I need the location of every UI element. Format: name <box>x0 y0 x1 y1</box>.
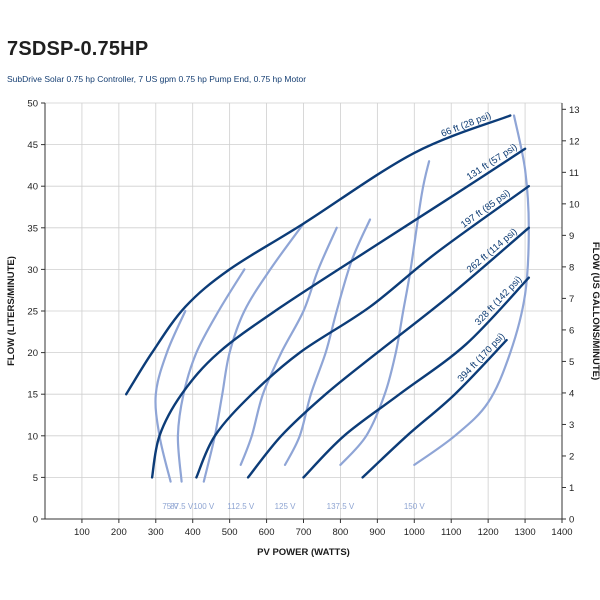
head-curve <box>361 338 508 479</box>
head-curve <box>125 114 512 396</box>
y2-tick-label: 2 <box>569 451 574 462</box>
voltage-label: 125 V <box>275 502 297 511</box>
x-tick-label: 900 <box>369 527 385 538</box>
y2-tick-label: 8 <box>569 262 574 273</box>
voltage-curve <box>413 114 530 466</box>
y-tick-label: 0 <box>33 515 38 526</box>
y2-tick-label: 12 <box>569 136 580 147</box>
x-tick-label: 400 <box>185 527 201 538</box>
y-tick-label: 25 <box>27 307 38 318</box>
voltage-curve <box>239 226 338 466</box>
voltage-curve <box>176 268 246 483</box>
x-tick-label: 1000 <box>404 527 425 538</box>
voltage-label: 87.5 V <box>170 502 194 511</box>
x-tick-label: 500 <box>222 527 238 538</box>
y2-tick-label: 10 <box>569 199 580 210</box>
y-tick-label: 30 <box>27 265 38 276</box>
x-tick-label: 1200 <box>478 527 499 538</box>
head-label: 197 ft (85 psi) <box>459 188 513 231</box>
y2-axis-title: FLOW (US GALLONS/MINUTE) <box>590 242 600 380</box>
y2-tick-label: 13 <box>569 105 580 116</box>
x-axis-title: PV POWER (WATTS) <box>257 547 350 558</box>
head-label: 262 ft (114 psi) <box>465 226 520 275</box>
voltage-label: 112.5 V <box>227 502 255 511</box>
x-tick-label: 600 <box>259 527 275 538</box>
x-tick-label: 800 <box>332 527 348 538</box>
x-tick-label: 300 <box>148 527 164 538</box>
voltage-label: 100 V <box>193 502 215 511</box>
y2-tick-label: 1 <box>569 483 574 494</box>
head-curve <box>195 185 530 479</box>
y-axis-title: FLOW (LITERS/MINUTE) <box>6 256 17 366</box>
y-tick-label: 20 <box>27 348 38 359</box>
y2-tick-label: 5 <box>569 357 574 368</box>
head-curve <box>246 226 530 479</box>
y-tick-label: 50 <box>27 99 38 110</box>
voltage-label: 150 V <box>404 502 426 511</box>
x-tick-label: 200 <box>111 527 127 538</box>
y-tick-label: 10 <box>27 431 38 442</box>
voltage-label: 75 V <box>162 502 179 511</box>
head-label: 131 ft (57 psi) <box>465 142 520 183</box>
y2-tick-label: 4 <box>569 388 574 399</box>
y2-tick-label: 7 <box>569 294 574 305</box>
head-label: 394 ft (170 psi) <box>456 331 508 384</box>
y2-tick-label: 11 <box>569 168 579 179</box>
y-tick-label: 15 <box>27 390 38 401</box>
x-tick-label: 100 <box>74 527 90 538</box>
x-tick-label: 1400 <box>551 527 572 538</box>
x-tick-label: 1100 <box>441 527 461 538</box>
y-tick-label: 5 <box>33 473 38 484</box>
y-tick-label: 35 <box>27 223 38 234</box>
chart-subtitle: SubDrive Solar 0.75 hp Controller, 7 US … <box>7 74 307 84</box>
head-label: 328 ft (142 psi) <box>473 274 524 328</box>
chart-title: 7SDSP-0.75HP <box>7 38 149 60</box>
voltage-curve <box>339 160 431 466</box>
y2-tick-label: 9 <box>569 231 574 242</box>
x-tick-label: 700 <box>296 527 312 538</box>
x-tick-label: 1300 <box>515 527 536 538</box>
head-curve <box>150 147 527 479</box>
voltage-curve <box>154 309 187 483</box>
head-curve <box>302 276 530 479</box>
y2-tick-label: 6 <box>569 325 574 336</box>
y2-tick-label: 0 <box>569 515 574 526</box>
y2-tick-label: 3 <box>569 420 574 431</box>
voltage-label: 137.5 V <box>327 502 355 511</box>
y-tick-label: 40 <box>27 182 38 193</box>
y-tick-label: 45 <box>27 140 38 151</box>
